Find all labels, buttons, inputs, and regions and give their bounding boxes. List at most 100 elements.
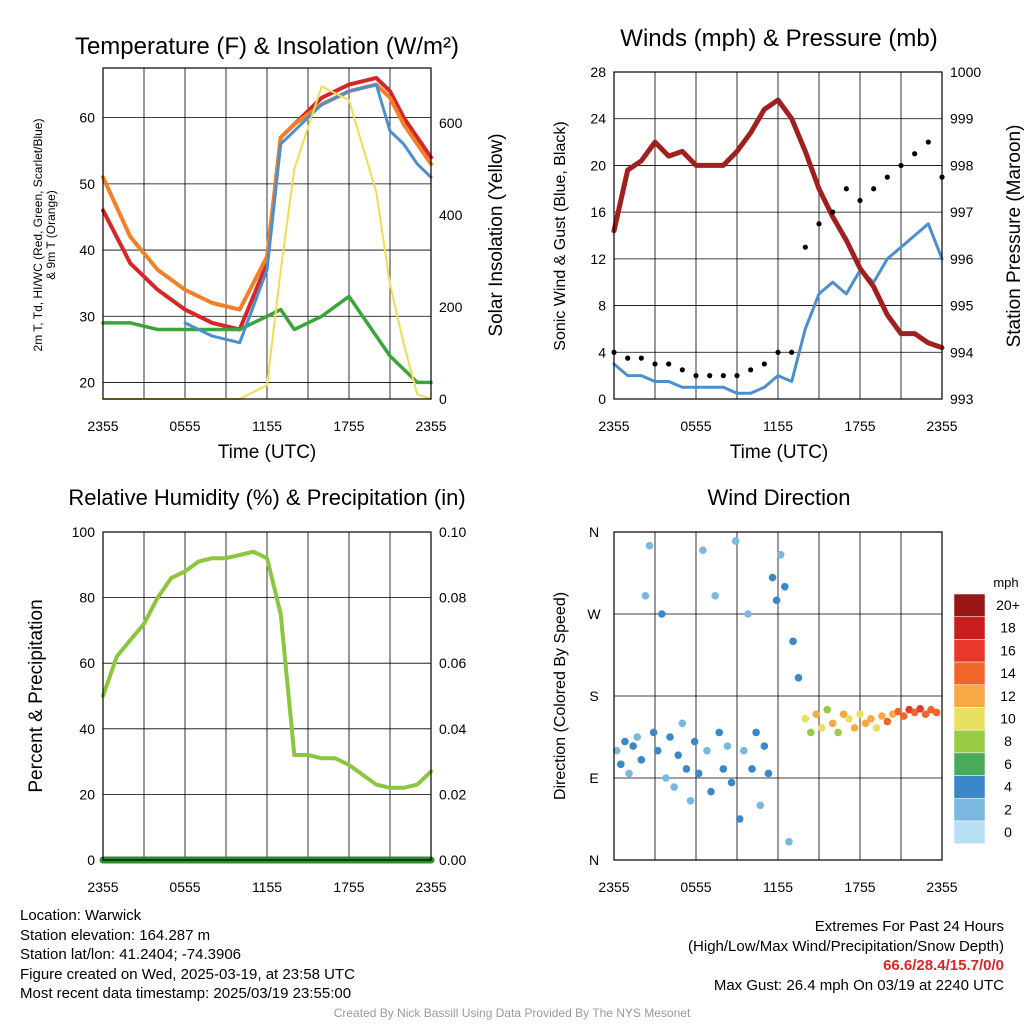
right-y-tick-label: 994 xyxy=(950,344,974,360)
gust-point xyxy=(748,367,754,373)
wind-direction-point xyxy=(703,746,711,755)
wind-direction-title: Wind Direction xyxy=(707,485,850,510)
wind-direction-point xyxy=(883,717,892,726)
gust-point xyxy=(693,373,699,379)
right-y-tick-label: 999 xyxy=(950,111,974,127)
colorbar-swatch xyxy=(953,752,986,776)
left-y-tick-label: 24 xyxy=(590,111,606,127)
humidity-panel: Relative Humidity (%) & Precipitation (i… xyxy=(26,485,466,895)
wind-direction-point xyxy=(625,769,633,778)
x-tick-label: 0555 xyxy=(169,418,200,434)
right-y-tick-label: 1000 xyxy=(950,64,981,80)
extremes-info: Extremes For Past 24 Hours (High/Low/Max… xyxy=(688,917,1004,995)
winds-title: Winds (mph) & Pressure (mb) xyxy=(620,25,937,52)
wind-direction-point xyxy=(662,774,670,782)
wind-direction-grid xyxy=(614,532,942,860)
left-y-tick-label: 8 xyxy=(598,298,606,314)
x-tick-label: 2355 xyxy=(87,418,118,434)
wind-direction-point xyxy=(711,591,719,600)
wind-direction-point xyxy=(850,724,859,732)
wind-direction-point xyxy=(867,714,875,723)
right-y-tick-label: 993 xyxy=(950,391,974,407)
temperature-ylabel-line2: & 9m T (Orange) xyxy=(44,190,58,280)
colorbar-label: 10 xyxy=(1000,711,1016,727)
x-tick-label: 2355 xyxy=(926,418,957,434)
direction-tick-label: E xyxy=(589,770,598,786)
humidity-tick-labels: 2355 0555 1155 1755 2355 0 20 40 60 80 100 0.00 0.02… xyxy=(72,524,467,895)
wind-direction-point xyxy=(637,755,646,764)
gust-point xyxy=(871,186,877,192)
x-tick-label: 2355 xyxy=(87,879,118,895)
wind-direction-point xyxy=(723,742,732,750)
colorbar-label: 6 xyxy=(1004,756,1012,772)
left-y-tick-label: 0 xyxy=(598,391,606,407)
left-y-tick-label: 50 xyxy=(79,176,95,192)
series-td xyxy=(101,294,433,385)
colorbar-label: 14 xyxy=(1000,665,1016,681)
colorbar-swatch xyxy=(953,707,986,731)
wind-direction-point xyxy=(828,719,837,728)
wind-direction-point xyxy=(707,787,715,796)
right-y-tick-label: 400 xyxy=(439,207,463,223)
left-y-tick-label: 40 xyxy=(79,242,95,258)
wind-direction-points xyxy=(612,537,941,846)
wind-direction-point xyxy=(612,746,621,755)
speed-colorbar: 20+ 18 16 14 12 10 8 6 4 2 0 xyxy=(953,593,1020,844)
wind-direction-point xyxy=(817,724,826,732)
right-y-tick-label: 0.04 xyxy=(439,721,466,737)
x-tick-label: 0555 xyxy=(680,879,711,895)
right-y-tick-label: 0.02 xyxy=(439,786,466,802)
wind-direction-tick-labels: 2355 0555 1155 1755 2355 N W S E N xyxy=(587,524,957,895)
wind-direction-point xyxy=(794,673,803,682)
winds-frame xyxy=(613,71,943,400)
gust-point xyxy=(925,139,931,145)
max-gust-text: Max Gust: 26.4 mph On 03/19 at 2240 UTC xyxy=(713,976,1004,994)
wind-direction-point xyxy=(899,712,908,720)
station-info: Location: Warwick Station elevation: 164… xyxy=(20,906,355,1004)
right-y-tick-label: 0.10 xyxy=(439,524,466,540)
colorbar-title: mph xyxy=(993,575,1018,590)
gust-point xyxy=(816,221,822,227)
right-y-tick-label: 600 xyxy=(439,115,463,131)
temperature-frame xyxy=(102,67,432,400)
wind-direction-point xyxy=(715,728,724,737)
series-station-pressure xyxy=(611,97,945,351)
series-relative-humidity xyxy=(101,549,433,790)
wind-direction-point xyxy=(666,733,674,741)
left-y-tick-label: 28 xyxy=(590,64,606,80)
direction-tick-label: N xyxy=(589,852,599,868)
winds-ylabel: Sonic Wind & Gust (Blue, Black) xyxy=(552,121,569,350)
wind-direction-ylabel: Direction (Colored By Speed) xyxy=(552,592,569,800)
temperature-xlabel: Time (UTC) xyxy=(218,442,317,463)
temperature-panel: Temperature (F) & Insolation (W/m²) 2355… xyxy=(31,33,507,463)
colorbar-label: 8 xyxy=(1004,733,1012,749)
gust-point xyxy=(843,186,849,192)
wind-direction-point xyxy=(932,708,941,717)
right-y-tick-label: 200 xyxy=(439,299,463,315)
wind-direction-point xyxy=(670,783,678,791)
gust-point xyxy=(775,349,781,355)
gust-point xyxy=(802,244,808,250)
wind-direction-point xyxy=(686,796,695,805)
wind-direction-point xyxy=(856,710,864,719)
elevation-text: Station elevation: 164.287 m xyxy=(20,926,211,944)
credit-text: Created By Nick Bassill Using Data Provi… xyxy=(333,1006,691,1020)
winds-grid xyxy=(614,72,942,399)
humidity-frame xyxy=(102,531,432,861)
left-y-tick-label: 16 xyxy=(590,204,606,220)
x-tick-label: 1155 xyxy=(763,879,793,895)
wind-direction-point xyxy=(658,610,666,618)
wind-direction-point xyxy=(789,637,797,646)
humidity-ylabel: Percent & Precipitation xyxy=(26,599,47,792)
gust-point xyxy=(898,162,904,169)
x-tick-label: 1755 xyxy=(333,418,364,434)
winds-series xyxy=(611,97,945,395)
extremes-values: 66.6/28.4/15.7/0/0 xyxy=(883,957,1004,974)
direction-tick-label: N xyxy=(589,524,599,540)
colorbar-label: 12 xyxy=(1000,688,1016,704)
wind-direction-point xyxy=(748,765,756,773)
extremes-title: Extremes For Past 24 Hours xyxy=(814,918,1004,935)
x-tick-label: 2355 xyxy=(415,418,446,434)
wind-direction-point xyxy=(894,707,903,716)
